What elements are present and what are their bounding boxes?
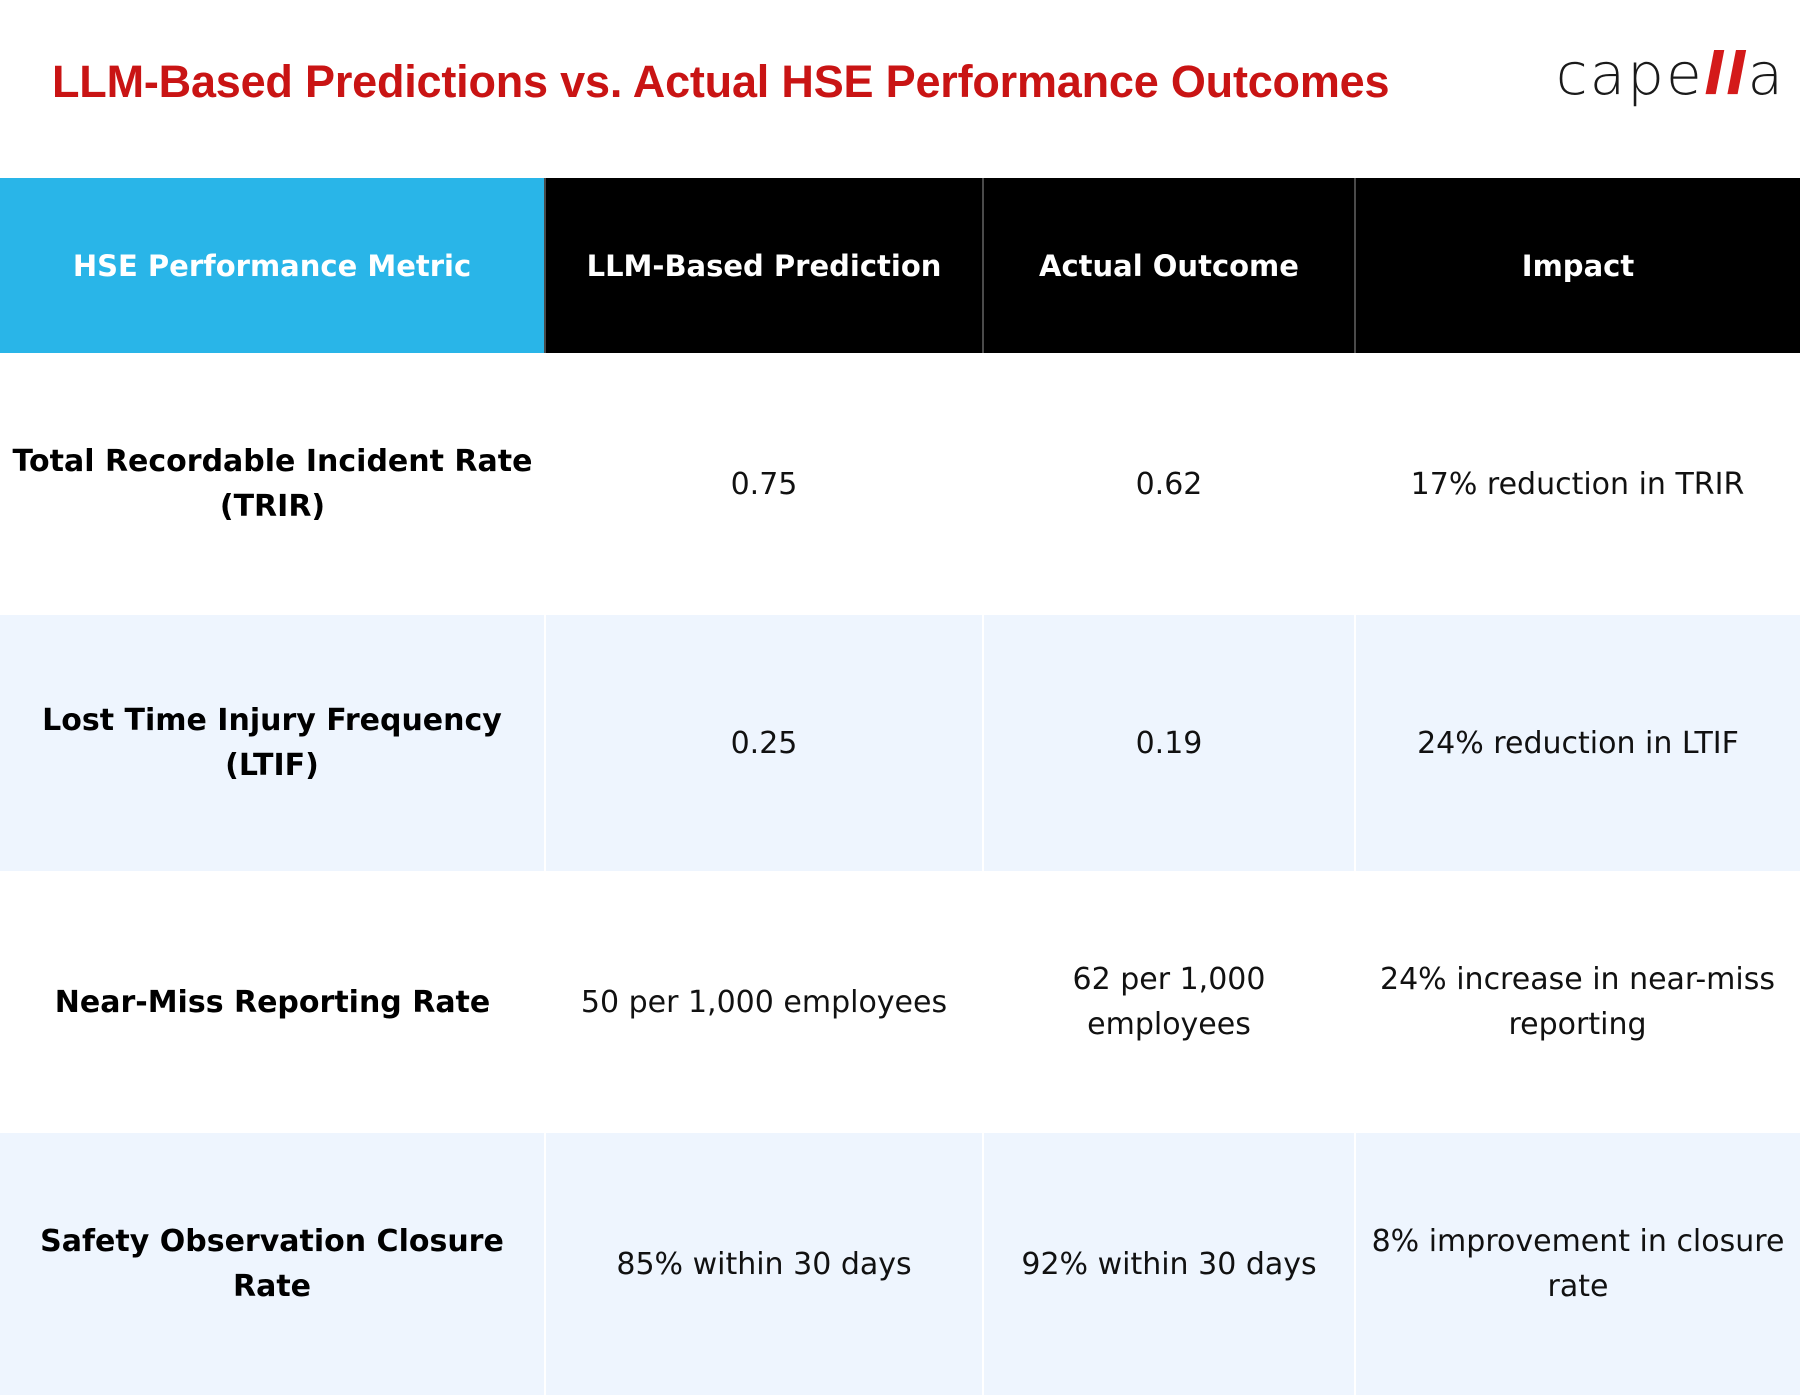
metric-cell: Total Recordable Incident Rate (TRIR)	[0, 353, 545, 615]
metric-cell: Safety Observation Closure Rate	[0, 1133, 545, 1395]
prediction-cell: 50 per 1,000 employees	[545, 871, 983, 1133]
impact-cell: 8% improvement in closure rate	[1354, 1133, 1800, 1395]
metric-cell: Near-Miss Reporting Rate	[0, 871, 545, 1133]
header-row: HSE Performance Metric LLM-Based Predict…	[0, 178, 1800, 353]
logo-text-accent: ll	[1703, 40, 1748, 108]
table-row: Total Recordable Incident Rate (TRIR) 0.…	[0, 353, 1800, 615]
actual-cell: 0.19	[982, 615, 1355, 871]
actual-cell: 62 per 1,000 employees	[983, 871, 1355, 1133]
table-row: Lost Time Injury Frequency (LTIF) 0.25 0…	[0, 615, 1800, 871]
comparison-table: HSE Performance Metric LLM-Based Predict…	[0, 178, 1800, 1395]
table-row: Near-Miss Reporting Rate 50 per 1,000 em…	[0, 871, 1800, 1133]
logo-text-end: a	[1747, 40, 1785, 108]
capella-logo: cape ll a	[1556, 40, 1785, 110]
column-header-actual: Actual Outcome	[982, 178, 1355, 353]
metric-cell: Lost Time Injury Frequency (LTIF)	[0, 615, 545, 871]
column-header-impact: Impact	[1354, 178, 1800, 353]
table-body: Total Recordable Incident Rate (TRIR) 0.…	[0, 353, 1800, 1395]
actual-cell: 0.62	[983, 353, 1355, 615]
prediction-cell: 85% within 30 days	[544, 1133, 983, 1395]
prediction-cell: 0.75	[545, 353, 983, 615]
logo-text-main: cape	[1555, 40, 1704, 108]
impact-cell: 17% reduction in TRIR	[1355, 353, 1800, 615]
column-header-metric: HSE Performance Metric	[0, 178, 545, 353]
column-header-prediction: LLM-Based Prediction	[544, 178, 983, 353]
impact-cell: 24% increase in near-miss reporting	[1355, 871, 1800, 1133]
page-title: LLM-Based Predictions vs. Actual HSE Per…	[52, 56, 1390, 107]
actual-cell: 92% within 30 days	[982, 1133, 1355, 1395]
prediction-cell: 0.25	[544, 615, 983, 871]
table-row: Safety Observation Closure Rate 85% with…	[0, 1133, 1800, 1395]
table-header: HSE Performance Metric LLM-Based Predict…	[0, 178, 1800, 353]
impact-cell: 24% reduction in LTIF	[1354, 615, 1800, 871]
